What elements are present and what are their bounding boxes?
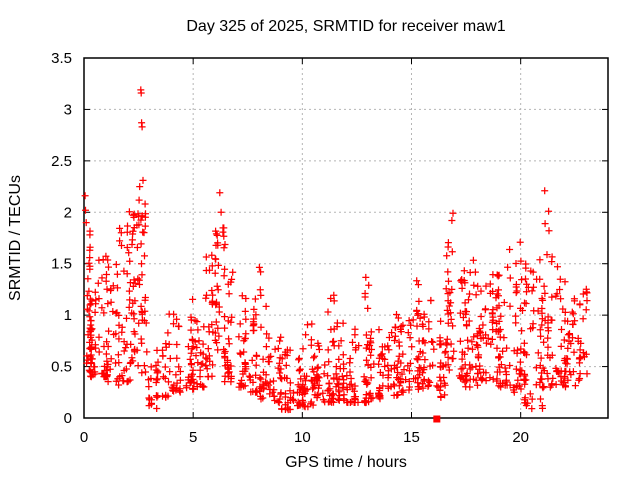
y-tick-label: 1: [64, 307, 72, 324]
y-tick-label: 1.5: [51, 256, 72, 273]
x-tick-label: 20: [512, 429, 529, 446]
x-tick-label: 0: [80, 429, 88, 446]
gridlines: [84, 58, 608, 418]
x-tick-label: 5: [189, 429, 197, 446]
y-tick-labels: 0 0.5 1 1.5 2 2.5 3 3.5: [51, 50, 72, 427]
x-axis-label: GPS time / hours: [285, 454, 407, 471]
x-tick-label: 15: [403, 429, 420, 446]
scatter-points-path: [81, 86, 591, 414]
x-tick-labels: 0 5 10 15 20: [80, 429, 529, 446]
y-tick-label: 0.5: [51, 359, 72, 376]
data-points: [81, 86, 591, 423]
y-tick-label: 2.5: [51, 153, 72, 170]
y-tick-label: 0: [64, 410, 72, 427]
plot-border: [83, 57, 609, 419]
special-marker-square: [433, 415, 441, 423]
x-tick-label: 10: [294, 429, 311, 446]
chart-title: Day 325 of 2025, SRMTID for receiver maw…: [186, 18, 505, 35]
y-tick-label: 2: [64, 204, 72, 221]
y-tick-label: 3: [64, 101, 72, 118]
y-tick-label: 3.5: [51, 50, 72, 67]
y-axis-label: SRMTID / TECUs: [7, 175, 24, 301]
